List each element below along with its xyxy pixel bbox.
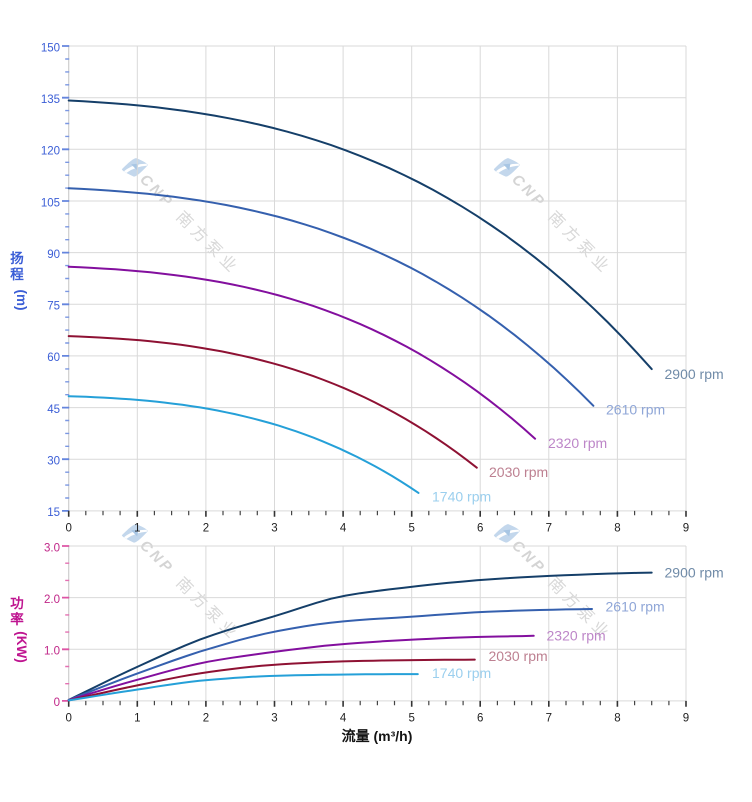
svg-text:60: 60 <box>47 352 60 364</box>
svg-text:扬: 扬 <box>10 250 24 266</box>
svg-text:(m): (m) <box>14 290 29 311</box>
svg-text:150: 150 <box>41 42 60 54</box>
svg-text:6: 6 <box>477 713 483 725</box>
svg-text:率: 率 <box>10 611 24 627</box>
svg-text:2900 rpm: 2900 rpm <box>665 565 724 581</box>
svg-text:2320 rpm: 2320 rpm <box>547 628 606 644</box>
svg-text:0: 0 <box>54 697 60 709</box>
svg-text:功: 功 <box>10 596 24 611</box>
svg-text:2610 rpm: 2610 rpm <box>606 599 665 615</box>
svg-text:7: 7 <box>546 713 552 725</box>
svg-text:7: 7 <box>546 523 552 535</box>
svg-text:3: 3 <box>271 713 277 725</box>
svg-text:6: 6 <box>477 523 483 535</box>
svg-text:2610 rpm: 2610 rpm <box>606 402 665 418</box>
svg-text:105: 105 <box>41 197 60 209</box>
svg-text:120: 120 <box>41 146 60 158</box>
svg-text:30: 30 <box>47 456 60 468</box>
svg-text:45: 45 <box>47 404 60 416</box>
svg-text:1740 rpm: 1740 rpm <box>432 665 491 681</box>
svg-text:9: 9 <box>683 523 689 535</box>
svg-text:8: 8 <box>614 523 620 535</box>
svg-text:9: 9 <box>683 713 689 725</box>
svg-text:0: 0 <box>65 713 71 725</box>
svg-text:4: 4 <box>340 713 347 725</box>
svg-text:0: 0 <box>65 523 71 535</box>
svg-text:2030 rpm: 2030 rpm <box>489 464 548 480</box>
svg-text:2.0: 2.0 <box>44 594 60 606</box>
svg-text:8: 8 <box>614 713 620 725</box>
svg-text:1.0: 1.0 <box>44 646 60 658</box>
svg-text:2030 rpm: 2030 rpm <box>489 648 548 664</box>
svg-text:75: 75 <box>47 301 60 313</box>
svg-text:程: 程 <box>10 267 24 282</box>
svg-text:2900 rpm: 2900 rpm <box>665 366 724 382</box>
svg-text:2: 2 <box>203 523 209 535</box>
svg-text:3: 3 <box>271 523 277 535</box>
svg-text:5: 5 <box>408 523 414 535</box>
svg-text:90: 90 <box>47 249 60 261</box>
svg-text:3.0: 3.0 <box>44 542 60 554</box>
svg-text:2320 rpm: 2320 rpm <box>548 435 607 451</box>
svg-text:4: 4 <box>340 523 347 535</box>
svg-text:1: 1 <box>134 713 140 725</box>
svg-text:15: 15 <box>47 507 60 519</box>
svg-text:流量 (m³/h): 流量 (m³/h) <box>342 728 413 744</box>
svg-text:1: 1 <box>134 523 140 535</box>
svg-text:2: 2 <box>203 713 209 725</box>
svg-text:5: 5 <box>408 713 414 725</box>
svg-text:135: 135 <box>41 94 60 106</box>
svg-text:1740 rpm: 1740 rpm <box>432 489 491 505</box>
svg-text:(KW): (KW) <box>14 631 29 662</box>
